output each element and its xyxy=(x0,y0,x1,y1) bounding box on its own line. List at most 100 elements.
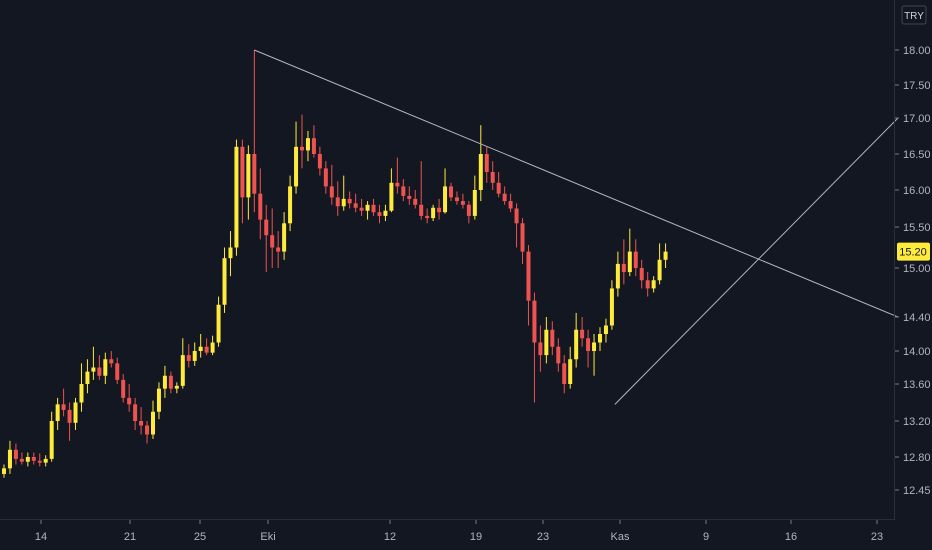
time-tick-label: 23 xyxy=(871,531,883,543)
candle xyxy=(460,193,465,209)
candle xyxy=(502,186,507,205)
candle xyxy=(151,400,155,439)
price-tick-label: 18.00 xyxy=(903,45,931,57)
candle xyxy=(79,363,84,412)
price-tick-label: 12.45 xyxy=(903,485,931,497)
candle xyxy=(335,181,340,216)
candle xyxy=(139,407,144,435)
candle xyxy=(55,397,60,430)
price-tick-label: 16.00 xyxy=(903,185,931,197)
candle xyxy=(240,139,245,224)
time-tick-label: Kas xyxy=(611,531,630,543)
candle xyxy=(103,352,108,384)
price-tick-label: 16.50 xyxy=(903,149,931,161)
candle xyxy=(395,157,400,194)
candle xyxy=(288,175,293,232)
candle xyxy=(264,204,269,273)
candle xyxy=(97,355,102,380)
time-tick-label: 25 xyxy=(194,531,206,543)
candle xyxy=(419,161,424,220)
candle xyxy=(216,296,221,347)
price-tick-label: 15.00 xyxy=(903,263,931,275)
candle xyxy=(162,365,167,398)
candle xyxy=(186,344,191,368)
candle xyxy=(556,338,561,372)
price-axis[interactable]: 18.00 17.50 17.00 16.50 16.00 15.50 15.00 14.40… xyxy=(895,45,931,497)
candle xyxy=(449,182,453,202)
candle xyxy=(603,318,608,343)
time-tick-label: 23 xyxy=(537,531,549,543)
candle xyxy=(550,321,555,356)
candle xyxy=(317,146,322,176)
candle xyxy=(526,245,531,326)
currency-label: TRY xyxy=(904,11,924,22)
candle xyxy=(538,325,543,372)
candle xyxy=(359,198,364,216)
candle xyxy=(496,172,501,198)
candle xyxy=(472,175,477,220)
price-tick-label: 13.20 xyxy=(903,416,931,428)
candle xyxy=(598,327,602,351)
candle xyxy=(305,130,310,162)
trendline-rising-support[interactable] xyxy=(614,117,899,405)
candle xyxy=(580,317,585,347)
candle xyxy=(478,125,483,202)
time-axis[interactable]: 14 21 25 Eki 12 19 23 Kas 9 16 23 xyxy=(35,520,883,543)
candle xyxy=(454,191,459,205)
time-tick-label: 12 xyxy=(384,531,396,543)
price-tick-label: 14.40 xyxy=(903,312,931,324)
candle xyxy=(562,355,567,394)
candle xyxy=(198,334,203,358)
candle xyxy=(294,121,299,194)
candle xyxy=(145,421,150,444)
candle xyxy=(13,443,18,465)
candle xyxy=(437,198,442,220)
candle xyxy=(276,231,281,268)
time-tick-label: 21 xyxy=(124,531,136,543)
candle xyxy=(222,247,227,313)
candle xyxy=(508,193,513,213)
candle xyxy=(43,455,48,467)
candle xyxy=(323,161,328,194)
time-tick-label: 9 xyxy=(703,531,709,543)
candle xyxy=(329,164,334,205)
candle xyxy=(73,397,78,430)
candle xyxy=(37,453,42,467)
candle xyxy=(246,145,251,220)
candle xyxy=(127,384,132,412)
candle xyxy=(133,397,138,430)
candle xyxy=(365,201,370,220)
candle xyxy=(353,193,358,213)
time-tick-label: 14 xyxy=(35,531,47,543)
current-price-label: 15.20 xyxy=(899,247,927,259)
candle xyxy=(109,351,114,368)
candle xyxy=(568,346,573,389)
candle xyxy=(25,452,30,467)
candle xyxy=(300,114,304,169)
price-tick-label: 17.00 xyxy=(903,113,931,125)
price-tick-label: 12.80 xyxy=(903,452,931,464)
candle xyxy=(663,243,668,268)
time-tick-label: 19 xyxy=(470,531,482,543)
candle xyxy=(228,231,233,277)
candle xyxy=(2,464,6,478)
candle xyxy=(347,191,352,209)
candle xyxy=(311,125,316,158)
current-price-badge: 15.20 xyxy=(897,242,930,261)
candle xyxy=(377,204,382,224)
trendline-descending-resistance[interactable] xyxy=(254,49,899,318)
candle xyxy=(633,239,638,277)
candle xyxy=(156,382,161,420)
candle xyxy=(168,371,173,394)
candle xyxy=(657,243,662,285)
time-tick-label: 16 xyxy=(785,531,797,543)
candle xyxy=(252,50,257,213)
candle-layer xyxy=(2,50,668,478)
price-tick-label: 14.00 xyxy=(903,346,931,358)
currency-badge[interactable]: TRY xyxy=(901,5,927,25)
candle xyxy=(49,411,54,462)
candle xyxy=(180,338,185,389)
price-tick-label: 13.60 xyxy=(903,379,931,391)
